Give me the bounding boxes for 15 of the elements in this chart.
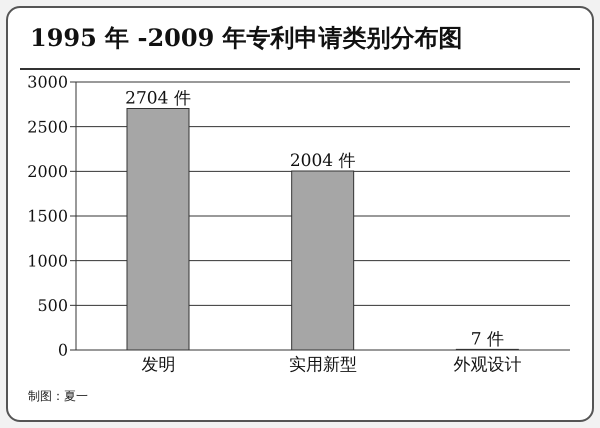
- y-tick-label: 500: [37, 296, 68, 316]
- data-label: 2704 件: [125, 88, 191, 108]
- y-tick-label: 1000: [27, 251, 68, 270]
- y-tick-label: 3000: [27, 72, 68, 92]
- y-tick-label: 2000: [27, 162, 68, 182]
- data-label: 2004 件: [290, 150, 356, 171]
- chart-title: 1995 年 -2009 年专利申请类别分布图: [30, 22, 463, 54]
- x-tick-label: 实用新型: [289, 355, 357, 376]
- text: 制图：夏一: [28, 388, 88, 405]
- y-tick-label: 2500: [27, 117, 68, 136]
- y-tick-label: 1500: [27, 206, 68, 226]
- y-tick-label: 0: [58, 340, 68, 360]
- data-label: 7 件: [470, 329, 504, 350]
- x-tick-label: 外观设计: [454, 355, 522, 376]
- x-tick-label: 发明: [141, 355, 176, 376]
